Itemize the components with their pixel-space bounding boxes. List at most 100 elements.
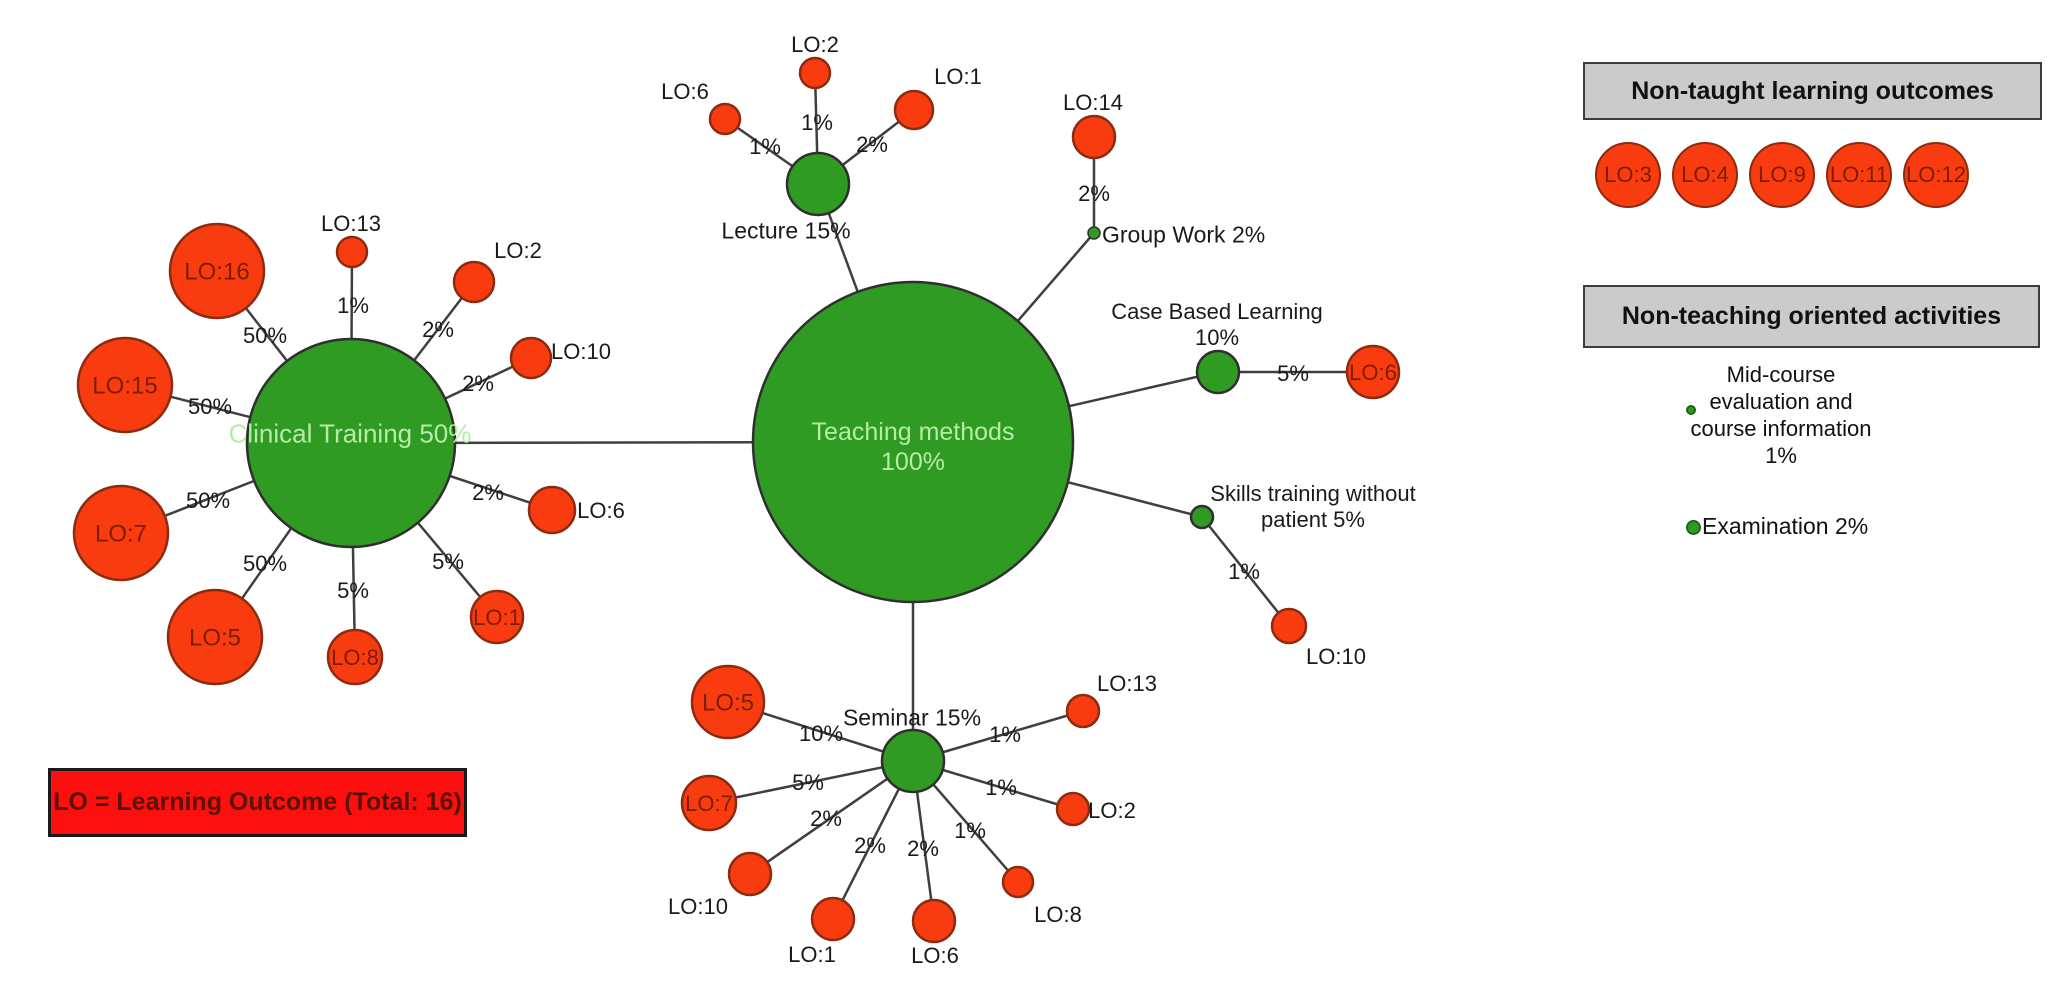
edge-label-lecture-lo2-lecture: 1% [801,110,833,135]
non-taught-legend-title-box: Non-taught learning outcomes [1583,62,2042,120]
label-lo15-clinical: LO:15 [92,373,157,400]
edge-label-seminar-lo6-seminar: 2% [907,836,939,861]
edge-label-clinical-training-lo2-clinical: 2% [422,317,454,342]
edge-label-clinical-training-lo16-clinical: 50% [243,323,287,348]
edge-label-skills-training-lo10-skills: 1% [1228,559,1260,584]
node-lo6-clinical [527,485,577,535]
midcourse-evaluation-line: evaluation and [1709,389,1853,414]
node-teaching-methods [751,280,1075,604]
label-lo2-seminar: LO:2 [1088,798,1136,823]
label-lo8-seminar: LO:8 [1034,902,1082,927]
label-lo5-clinical: LO:5 [189,625,241,652]
label-lo2-lecture: LO:2 [791,32,839,57]
label-lo8-clinical: LO:8 [331,645,379,670]
node-lo10-skills [1270,607,1308,645]
node-lo1-lecture [893,89,935,131]
node-lo1-clinical [469,589,525,645]
edge-label-seminar-lo7-seminar: 5% [792,770,824,795]
node-skills-training [1189,504,1215,530]
node-case-based-learning [1195,349,1241,395]
non-taught-outcome-lo11: LO:11 [1826,142,1892,208]
label-teaching-methods: 100% [881,448,945,476]
midcourse-evaluation-label: Mid-course evaluation and course informati… [1661,361,1901,469]
node-lo2-seminar [1055,791,1091,827]
examination-label: Examination 2% [1702,513,1869,539]
node-lo5-clinical [166,588,264,686]
node-lo10-seminar [727,851,773,897]
learning-outcome-note-text: LO = Learning Outcome (Total: 16) [53,788,462,816]
node-lo2-lecture [798,56,832,90]
learning-outcome-note-box: LO = Learning Outcome (Total: 16) [48,768,467,837]
label-teaching-methods: Teaching methods [812,418,1015,446]
label-lo7-clinical: LO:7 [95,521,147,548]
label-lo7-seminar: LO:7 [685,791,733,816]
edge-label-clinical-training-lo7-clinical: 50% [186,488,230,513]
label-group-work: Group Work 2% [1102,221,1265,247]
label-lo1-lecture: LO:1 [934,64,982,89]
edge-label-seminar-lo13-seminar: 1% [989,722,1021,747]
node-lo14 [1071,114,1117,160]
non-taught-outcome-lo9: LO:9 [1749,142,1815,208]
examination-dot-icon [1686,520,1701,535]
label-seminar: Seminar 15% [843,704,981,730]
non-taught-outcome-lo4: LO:4 [1672,142,1738,208]
label-lo14: LO:14 [1063,90,1123,115]
non-taught-outcomes-row: LO:3 LO:4 LO:9 LO:11 LO:12 [1595,142,1969,208]
edge-label-lecture-lo1-lecture: 2% [856,132,888,157]
label-lo1-clinical: LO:1 [473,605,521,630]
label-lo6-seminar: LO:6 [911,943,959,968]
node-lo6-lecture [708,102,742,136]
midcourse-evaluation-line: Mid-course [1726,362,1836,387]
node-lo16-clinical [168,222,266,320]
label-clinical-training: Clinical Training 50% [229,418,472,448]
label-lo5-seminar: LO:5 [702,690,754,717]
node-lo6-case [1345,344,1401,400]
label-lo13-clinical: LO:13 [321,211,381,236]
label-lo6-clinical: LO:6 [577,498,625,523]
label-lo2-clinical: LO:2 [494,238,542,263]
midcourse-dot-icon [1686,405,1696,415]
node-lo8-seminar [1001,865,1035,899]
node-lo8-clinical [326,628,384,686]
edge-seminar-lo10-seminar [749,759,914,876]
label-lo1-seminar: LO:1 [788,942,836,967]
edge-label-clinical-training-lo15-clinical: 50% [188,394,232,419]
node-lo2-clinical [452,260,496,304]
label-lo10-skills: LO:10 [1306,644,1366,669]
edge-label-clinical-training-lo6-clinical: 2% [472,480,504,505]
label-lo6-lecture: LO:6 [661,79,709,104]
node-lo7-clinical [72,484,170,582]
node-lo10-clinical [509,336,553,380]
node-group-work [1087,226,1101,240]
node-lo15-clinical [76,336,174,434]
edge-label-seminar-lo5-seminar: 10% [799,721,843,746]
node-lo13-seminar [1065,693,1101,729]
edge-label-lo14-group-work: 2% [1078,181,1110,206]
node-lo6-seminar [911,898,957,944]
edge-label-clinical-training-lo5-clinical: 50% [243,551,287,576]
label-skills-training: patient 5% [1261,507,1365,532]
non-taught-outcome-lo3: LO:3 [1595,142,1661,208]
node-clinical-training [245,337,457,549]
edge-label-seminar-lo10-seminar: 2% [810,806,842,831]
edge-label-seminar-lo2-seminar: 1% [985,775,1017,800]
edge-label-seminar-lo1-seminar: 2% [854,833,886,858]
label-lo16-clinical: LO:16 [184,259,249,286]
non-taught-outcome-lo12: LO:12 [1903,142,1969,208]
edge-label-case-based-learning-lo6-case: 5% [1277,361,1309,386]
label-case-based-learning: 10% [1195,325,1239,350]
node-seminar [880,728,946,794]
edge-seminar-lo7-seminar [708,759,914,805]
edge-skills-training-lo10-skills [1201,516,1290,627]
node-lo5-seminar [690,664,766,740]
edge-label-clinical-training-lo1-clinical: 5% [432,549,464,574]
edge-label-clinical-training-lo8-clinical: 5% [337,578,369,603]
non-teaching-legend-title-box: Non-teaching oriented activities [1583,285,2040,348]
midcourse-evaluation-line: 1% [1765,443,1797,468]
midcourse-evaluation-line: course information [1690,416,1872,441]
node-lo13-clinical [335,235,369,269]
label-lo6-case: LO:6 [1349,360,1397,385]
edge-label-seminar-lo8-seminar: 1% [954,818,986,843]
